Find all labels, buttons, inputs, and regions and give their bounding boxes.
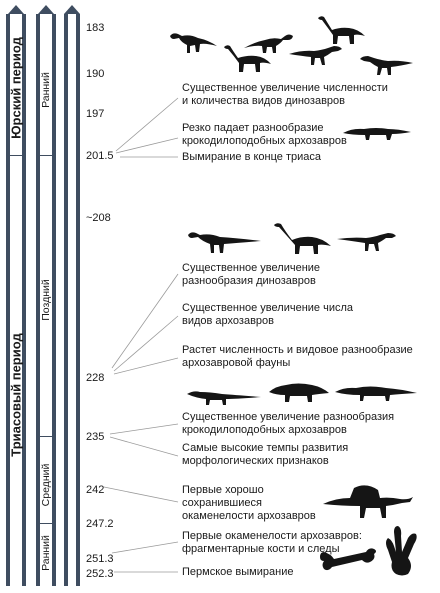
tick-label: 235 bbox=[86, 431, 105, 443]
event-line: Резко падает разнообразие bbox=[182, 122, 324, 134]
event-first-fossils: Первые окаменелости архозавров: фрагмент… bbox=[182, 530, 362, 556]
dinosaur-silhouette-icon bbox=[188, 232, 261, 253]
event-line: архозавровой фауны bbox=[182, 357, 291, 369]
event-line: видов архозавров bbox=[182, 315, 274, 327]
crocodile-silhouette-icon bbox=[269, 383, 329, 402]
event-line: Растет численность и видовое разнообрази… bbox=[182, 344, 413, 356]
event-line: морфологических признаков bbox=[182, 455, 329, 467]
tick-label: 252.3 bbox=[86, 568, 114, 580]
event-archosaur-species: Существенное увеличение числа видов архо… bbox=[182, 302, 353, 328]
event-permian-extinction: Пермское вымирание bbox=[182, 566, 293, 579]
event-first-good-fossils: Первые хорошо сохранившиеся окаменелости… bbox=[182, 484, 316, 523]
tick-label: 247.2 bbox=[86, 518, 114, 530]
dinosaur-silhouette-icon bbox=[244, 34, 293, 53]
event-line: разнообразия динозавров bbox=[182, 275, 316, 287]
event-end-triassic-extinction: Вымирание в конце триаса bbox=[182, 151, 321, 164]
dinosaur-silhouette-icon bbox=[289, 46, 342, 65]
epoch-boundary-early bbox=[40, 523, 52, 524]
event-jurassic-dinosaur-rise: Существенное увеличение численности и ко… bbox=[182, 82, 388, 108]
spinosaur-silhouette-icon bbox=[323, 485, 413, 518]
event-line: окаменелости архозавров bbox=[182, 510, 316, 522]
event-croc-diversity: Существенное увеличение разнообразия кро… bbox=[182, 411, 394, 437]
time-column-arrow-icon bbox=[64, 5, 80, 14]
epoch-column-arrow-icon bbox=[38, 5, 54, 14]
event-line: крокодилоподобных архозавров bbox=[182, 424, 347, 436]
epoch-column-inner bbox=[40, 14, 52, 586]
event-line: сохранившиеся bbox=[182, 497, 262, 509]
sauropod-silhouette-icon bbox=[318, 16, 365, 44]
tick-label: 197 bbox=[86, 108, 105, 120]
crocodile-silhouette-icon bbox=[343, 128, 411, 140]
event-line: Существенное увеличение разнообразия bbox=[182, 411, 395, 423]
tick-label: ~208 bbox=[86, 212, 111, 224]
period-column-inner bbox=[10, 14, 22, 586]
event-line: Существенное увеличение численности bbox=[182, 82, 388, 94]
event-morphology-rate: Самые высокие темпы развития морфологиче… bbox=[182, 442, 348, 468]
sauropod-silhouette-icon bbox=[224, 45, 271, 72]
dinosaur-silhouette-icon bbox=[337, 233, 396, 251]
event-line: Первые хорошо bbox=[182, 484, 264, 496]
event-archosaur-fauna: Растет численность и видовое разнообрази… bbox=[182, 344, 413, 370]
event-line: Вымирание в конце триаса bbox=[182, 151, 321, 163]
crocodile-silhouette-icon bbox=[335, 386, 417, 401]
tick-label: 201.5 bbox=[86, 150, 114, 162]
event-line: и количества видов динозавров bbox=[182, 95, 345, 107]
tick-label: 251.3 bbox=[86, 553, 114, 565]
footprint-icon bbox=[386, 526, 417, 576]
period-boundary bbox=[10, 155, 22, 156]
event-line: Самые высокие темпы развития bbox=[182, 442, 349, 454]
event-line: Первые окаменелости архозавров: bbox=[182, 530, 362, 542]
bone-icon bbox=[320, 548, 376, 571]
dinosaur-silhouette-icon bbox=[170, 33, 217, 53]
tick-label: 228 bbox=[86, 372, 105, 384]
event-line: Существенное увеличение bbox=[182, 262, 321, 274]
sauropod-silhouette-icon bbox=[274, 223, 331, 254]
event-line: Существенное увеличение числа bbox=[182, 302, 353, 314]
time-column-inner bbox=[68, 14, 76, 586]
dinosaur-silhouette-icon bbox=[360, 56, 413, 75]
period-column-arrow-icon bbox=[8, 5, 24, 14]
event-dinosaur-diversity: Существенное увеличение разнообразия дин… bbox=[182, 262, 320, 288]
epoch-boundary-middle bbox=[40, 436, 52, 437]
tick-label: 242 bbox=[86, 484, 105, 496]
epoch-boundary-jurassic bbox=[40, 155, 52, 156]
event-line: Пермское вымирание bbox=[182, 566, 294, 578]
event-croc-decline: Резко падает разнообразие крокодилоподоб… bbox=[182, 122, 347, 148]
dinosaur-silhouette-icon bbox=[187, 391, 261, 405]
event-line: крокодилоподобных архозавров bbox=[182, 135, 347, 147]
tick-label: 190 bbox=[86, 68, 105, 80]
tick-label: 183 bbox=[86, 22, 105, 34]
event-line: фрагментарные кости и следы bbox=[182, 543, 340, 555]
